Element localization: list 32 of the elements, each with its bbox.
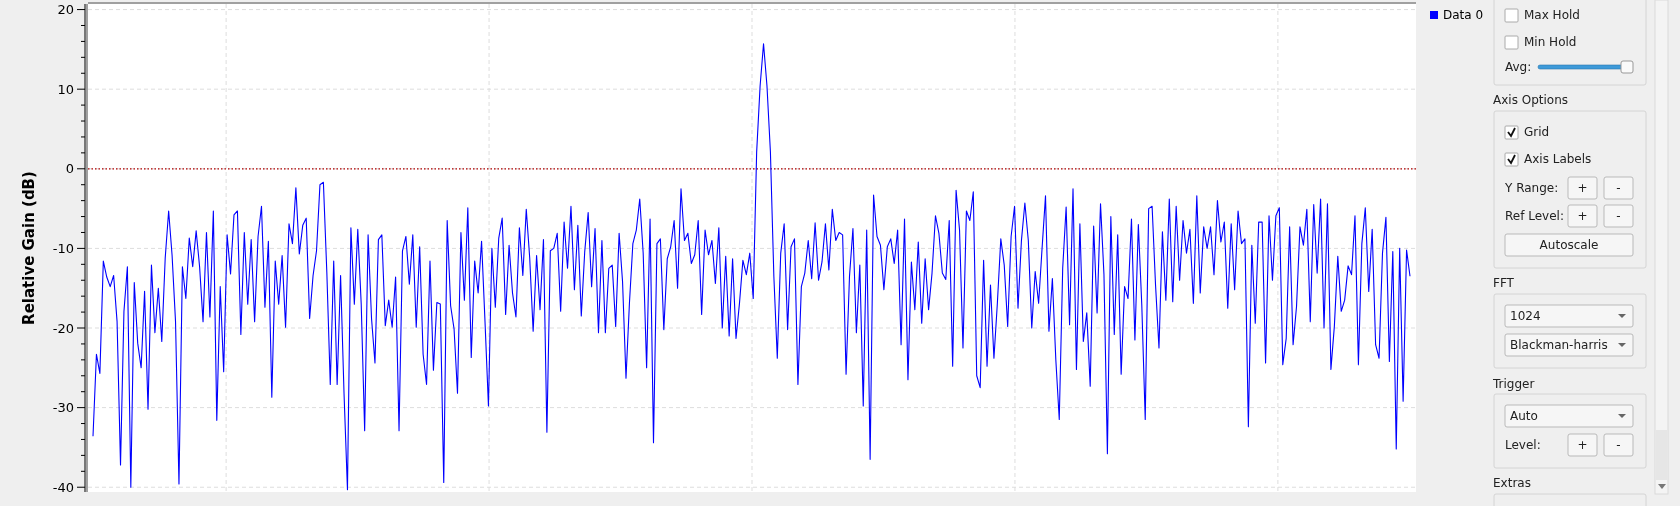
text: -	[1616, 209, 1621, 224]
text: Level:	[1505, 438, 1541, 453]
text: Trigger	[1492, 377, 1535, 392]
legend-label: Data 0	[1443, 8, 1484, 23]
y-tick-label: -40	[52, 479, 74, 495]
text: Avg:	[1505, 60, 1532, 75]
text: Axis Labels	[1524, 152, 1592, 167]
text: Blackman-harris	[1510, 338, 1608, 353]
text: FFT	[1493, 276, 1515, 291]
text: 1024	[1510, 309, 1541, 324]
y-tick-label: 10	[57, 81, 74, 97]
text: Min Hold	[1524, 35, 1577, 50]
text: Y Range:	[1504, 181, 1559, 196]
y-tick-label: 20	[57, 2, 74, 18]
y-tick-label: -20	[52, 320, 74, 336]
text: -	[1616, 438, 1621, 453]
y-tick-label: -30	[52, 400, 74, 416]
y-axis-title: Relative Gain (dB)	[20, 171, 38, 325]
text: Axis Options	[1493, 93, 1569, 108]
text: Autoscale	[1539, 238, 1599, 253]
text: -	[1616, 181, 1621, 196]
text: Grid	[1524, 125, 1550, 140]
text: Ref Level:	[1505, 209, 1564, 224]
text: +	[1577, 209, 1588, 224]
line-series	[92, 43, 1411, 491]
text: Max Hold	[1524, 8, 1580, 23]
text: +	[1577, 438, 1588, 453]
text: +	[1577, 181, 1588, 196]
y-tick-label: 0	[65, 161, 74, 177]
text: Auto	[1510, 409, 1538, 424]
text: Extras	[1493, 476, 1531, 491]
y-tick-label: -10	[52, 240, 74, 256]
